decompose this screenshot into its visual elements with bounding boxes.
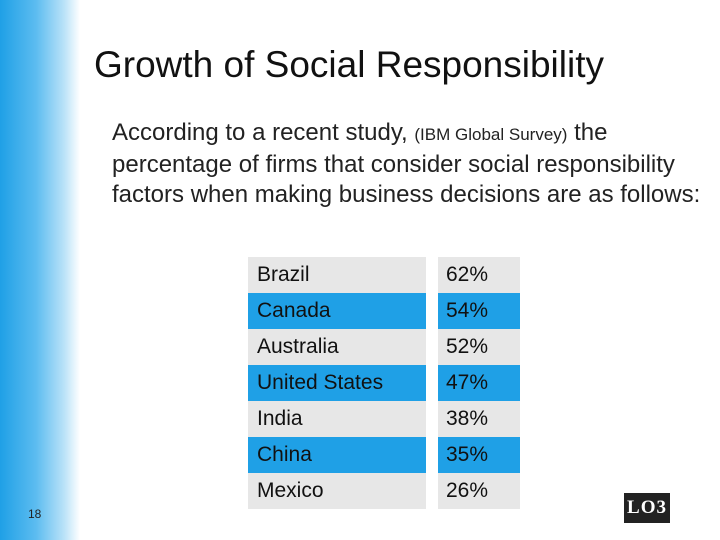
table-row: Australia 52% bbox=[248, 329, 520, 365]
table-row: Canada 54% bbox=[248, 293, 520, 329]
table-row: China 35% bbox=[248, 437, 520, 473]
country-cell: India bbox=[248, 401, 426, 437]
table-row: United States 47% bbox=[248, 365, 520, 401]
body-rest-text: the percentage of firms that consider so… bbox=[112, 119, 701, 208]
country-cell: China bbox=[248, 437, 426, 473]
table-row: India 38% bbox=[248, 401, 520, 437]
country-cell: Brazil bbox=[248, 257, 426, 293]
percent-cell: 35% bbox=[438, 437, 520, 473]
percent-cell: 62% bbox=[438, 257, 520, 293]
table-row: Mexico 26% bbox=[248, 473, 520, 509]
page-number: 18 bbox=[28, 507, 42, 521]
learning-objective-badge: LO3 bbox=[624, 493, 670, 523]
body-paragraph: According to a recent study, (IBM Global… bbox=[112, 118, 702, 210]
percent-cell: 54% bbox=[438, 293, 520, 329]
country-percent-table: Brazil 62% Canada 54% Australia 52% Unit… bbox=[248, 257, 520, 509]
country-cell: Canada bbox=[248, 293, 426, 329]
percent-cell: 52% bbox=[438, 329, 520, 365]
table-row: Brazil 62% bbox=[248, 257, 520, 293]
left-gradient-band bbox=[0, 0, 80, 540]
percent-cell: 38% bbox=[438, 401, 520, 437]
slide-title: Growth of Social Responsibility bbox=[94, 44, 604, 85]
country-cell: Mexico bbox=[248, 473, 426, 509]
percent-cell: 26% bbox=[438, 473, 520, 509]
country-cell: United States bbox=[248, 365, 426, 401]
country-cell: Australia bbox=[248, 329, 426, 365]
body-main-text: According to a recent study, bbox=[112, 119, 408, 146]
percent-cell: 47% bbox=[438, 365, 520, 401]
body-source-text: (IBM Global Survey) bbox=[414, 125, 568, 144]
